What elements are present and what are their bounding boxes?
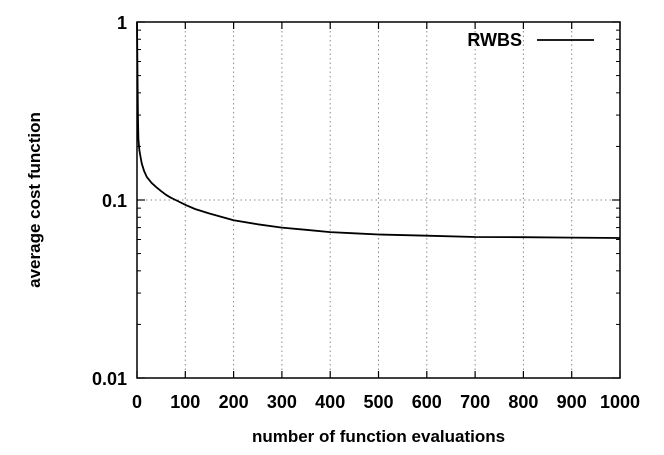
x-tick-label: 0	[132, 392, 142, 412]
y-tick-label: 0.1	[102, 191, 127, 211]
tick-layer: 0 100 200 300 400 500 600 700 800 900 1000 0.01 0.1 1	[92, 13, 640, 412]
x-tick-label: 600	[412, 392, 442, 412]
x-tick-label: 1000	[600, 392, 640, 412]
x-tick-label: 300	[267, 392, 297, 412]
x-tick-label: 100	[170, 392, 200, 412]
legend-label-rwbs: RWBS	[467, 30, 522, 50]
x-tick-label: 700	[460, 392, 490, 412]
x-axis-label: number of function evaluations	[252, 427, 505, 446]
grid-layer	[137, 22, 620, 378]
x-tick-label: 900	[557, 392, 587, 412]
x-tick-label: 400	[315, 392, 345, 412]
x-tick-label: 800	[508, 392, 538, 412]
legend: RWBS	[467, 30, 594, 50]
x-tick-label: 500	[363, 392, 393, 412]
y-axis-label: average cost function	[25, 112, 44, 288]
x-tick-label: 200	[219, 392, 249, 412]
y-tick-label: 1	[117, 13, 127, 33]
y-tick-label: 0.01	[92, 369, 127, 389]
